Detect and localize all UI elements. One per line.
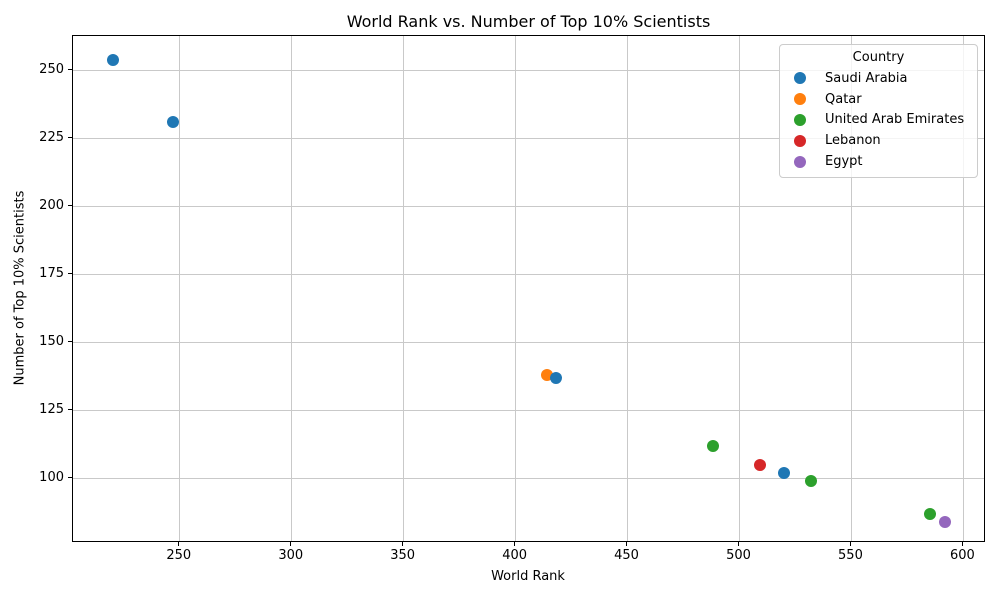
legend-item-united-arab-emirates: United Arab Emirates (780, 110, 977, 131)
gridline-x-350 (403, 36, 405, 541)
legend-marker-icon (794, 155, 806, 168)
legend-item-label: Lebanon (825, 133, 881, 149)
y-tick-mark-175 (68, 273, 72, 275)
scatter-point-lebanon (753, 459, 766, 472)
gridline-x-400 (515, 36, 517, 541)
gridline-y-125 (73, 410, 984, 412)
scatter-point-united-arab-emirates (923, 508, 936, 521)
gridline-y-175 (73, 274, 984, 276)
x-tick-mark-400 (514, 542, 516, 546)
x-tick-label-550: 550 (838, 548, 863, 563)
y-tick-mark-125 (68, 409, 72, 411)
gridline-x-600 (962, 36, 964, 541)
legend-item-lebanon: Lebanon (780, 130, 977, 151)
gridline-y-200 (73, 206, 984, 208)
x-axis-label: World Rank (491, 569, 565, 584)
legend: Country Saudi Arabia Qatar United Arab Emi… (779, 44, 978, 178)
gridline-y-100 (73, 478, 984, 480)
legend-item-egypt: Egypt (780, 151, 977, 172)
legend-marker-icon (794, 113, 806, 126)
x-tick-mark-450 (626, 542, 628, 546)
gridline-x-450 (627, 36, 629, 541)
plot-area: Country Saudi Arabia Qatar United Arab Emi… (72, 35, 985, 542)
legend-item-label: Saudi Arabia (825, 70, 908, 86)
x-tick-label-300: 300 (278, 548, 304, 563)
x-tick-mark-250 (178, 542, 180, 546)
gridline-y-250 (73, 70, 984, 72)
x-tick-mark-500 (738, 542, 739, 546)
x-tick-label-450: 450 (614, 548, 639, 563)
scatter-point-saudi-arabia (778, 467, 791, 480)
gridline-y-150 (73, 342, 984, 344)
y-tick-label-200: 200 (39, 197, 64, 213)
x-tick-mark-600 (961, 542, 963, 546)
scatter-point-egypt (939, 516, 952, 529)
x-tick-mark-300 (290, 542, 292, 546)
y-tick-mark-250 (68, 69, 72, 71)
legend-marker-icon (794, 134, 806, 147)
x-tick-mark-550 (849, 542, 851, 546)
y-tick-mark-225 (68, 137, 72, 139)
gridline-x-550 (850, 36, 852, 541)
y-tick-mark-200 (68, 205, 72, 207)
gridline-x-300 (291, 36, 293, 541)
scatter-point-united-arab-emirates (706, 440, 719, 453)
y-axis-label: Number of Top 10% Scientists (12, 190, 28, 386)
y-tick-label-225: 225 (39, 129, 64, 145)
scatter-point-saudi-arabia (106, 53, 119, 66)
y-tick-label-175: 175 (39, 265, 64, 281)
scatter-point-saudi-arabia (549, 372, 562, 385)
scatter-point-saudi-arabia (167, 116, 180, 129)
legend-item-qatar: Qatar (780, 89, 977, 110)
y-tick-label-150: 150 (39, 333, 64, 349)
legend-marker-icon (794, 72, 806, 85)
legend-items: Saudi Arabia Qatar United Arab Emirates Leb… (780, 68, 977, 172)
x-tick-label-500: 500 (726, 548, 751, 563)
legend-item-label: Qatar (825, 91, 862, 107)
y-tick-label-125: 125 (39, 401, 64, 417)
chart-title: World Rank vs. Number of Top 10% Scienti… (346, 12, 711, 31)
x-tick-mark-350 (402, 542, 404, 546)
scatter-point-united-arab-emirates (805, 475, 818, 488)
y-tick-label-250: 250 (39, 61, 64, 77)
legend-item-label: Egypt (825, 154, 863, 170)
y-tick-mark-150 (68, 341, 72, 343)
legend-marker-icon (794, 93, 806, 106)
legend-title: Country (852, 50, 905, 65)
x-tick-label-350: 350 (390, 548, 416, 563)
x-tick-label-600: 600 (949, 548, 975, 563)
x-tick-label-400: 400 (502, 548, 528, 563)
y-tick-label-100: 100 (39, 469, 64, 485)
y-tick-mark-100 (68, 477, 72, 479)
legend-item-saudi-arabia: Saudi Arabia (780, 68, 977, 89)
x-tick-label-250: 250 (166, 548, 192, 563)
gridline-x-500 (739, 36, 740, 541)
legend-item-label: United Arab Emirates (825, 112, 965, 128)
gridline-y-225 (73, 138, 984, 140)
gridline-x-250 (179, 36, 181, 541)
